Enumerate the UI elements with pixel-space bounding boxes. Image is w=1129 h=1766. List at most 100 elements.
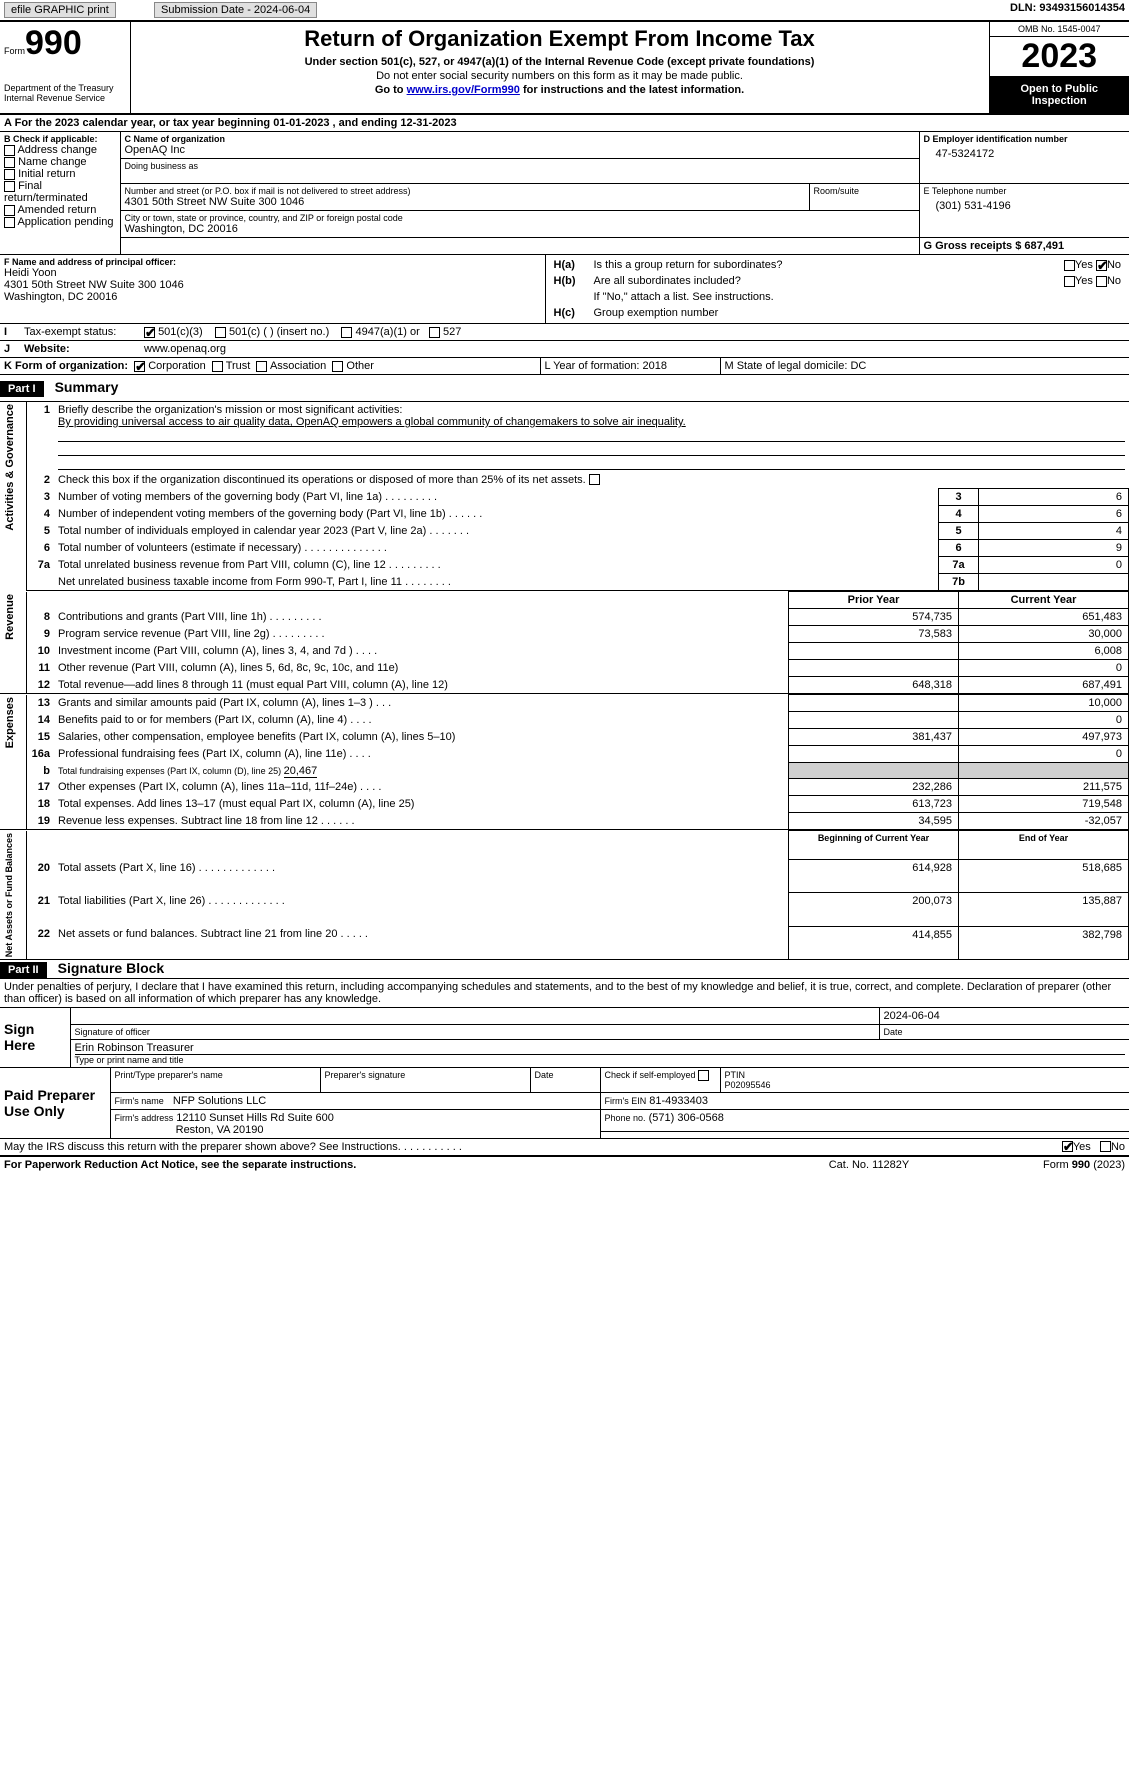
sig-date-label: Date [879,1024,1129,1039]
line20-beg: 614,928 [789,860,959,893]
website-label: Website: [20,341,140,358]
line7b-label: Net unrelated business taxable income fr… [54,574,939,591]
corp-checkbox[interactable] [134,361,145,372]
line21-beg: 200,073 [789,893,959,926]
line18-label: Total expenses. Add lines 13–17 (must eq… [54,796,789,813]
line21-end: 135,887 [959,893,1129,926]
line22-end: 382,798 [959,926,1129,959]
501c3-checkbox[interactable] [144,327,155,338]
line15-label: Salaries, other compensation, employee b… [54,729,789,746]
efile-button[interactable]: efile GRAPHIC print [4,2,116,18]
activities-governance-table: Activities & Governance 1 Briefly descri… [0,401,1129,591]
tax-year: 2023 [990,37,1129,77]
line8-prior: 574,735 [789,609,959,626]
state-domicile: M State of legal domicile: DC [720,358,1129,375]
gross-receipts: G Gross receipts $ 687,491 [924,240,1065,252]
final-return-checkbox[interactable] [4,181,15,192]
expenses-table: Expenses 13Grants and similar amounts pa… [0,694,1129,830]
net-assets-table: Net Assets or Fund Balances Beginning of… [0,830,1129,960]
4947-checkbox[interactable] [341,327,352,338]
line6-label: Total number of volunteers (estimate if … [54,540,939,557]
line8-curr: 651,483 [959,609,1129,626]
firm-name-value: NFP Solutions LLC [173,1095,266,1107]
line13-curr: 10,000 [959,695,1129,712]
identity-block: B Check if applicable: Address change Na… [0,132,1129,254]
app-pending-checkbox[interactable] [4,217,15,228]
discuss-no-checkbox[interactable] [1100,1141,1111,1152]
hb-no-checkbox[interactable] [1096,276,1107,287]
part2-title: Signature Block [50,960,165,976]
trust-checkbox[interactable] [212,361,223,372]
initial-return-checkbox[interactable] [4,169,15,180]
hb-label: Are all subordinates included? [590,273,996,289]
omb-label: OMB No. 1545-0047 [990,22,1129,37]
officer-signature-name: Erin Robinson Treasurer [75,1042,1126,1054]
line19-curr: -32,057 [959,813,1129,830]
status-website-block: I Tax-exempt status: 501(c)(3) 501(c) ( … [0,323,1129,357]
prep-name-label: Print/Type preparer's name [110,1068,320,1093]
501c-checkbox[interactable] [215,327,226,338]
goto-pre: Go to [375,84,407,96]
line3-value: 6 [979,489,1129,506]
line16a-label: Professional fundraising fees (Part IX, … [54,746,789,763]
firm-name-label: Firm's name [115,1096,164,1106]
ptin-label: PTIN [725,1070,746,1080]
form-label: Form [4,46,25,56]
self-employed-checkbox[interactable] [698,1070,709,1081]
ha-yes-checkbox[interactable] [1064,260,1075,271]
ha-label: Is this a group return for subordinates? [590,257,996,273]
open-public-label: Open to Public Inspection [990,77,1129,113]
amended-checkbox[interactable] [4,205,15,216]
officer-street: 4301 50th Street NW Suite 300 1046 [4,279,541,291]
submission-date-button[interactable]: Submission Date - 2024-06-04 [154,2,317,18]
form-number: 990 [25,24,82,62]
dept-label: Department of the Treasury [4,83,126,93]
line16a-prior [789,746,959,763]
other-checkbox[interactable] [332,361,343,372]
app-pending-label: Application pending [17,216,113,228]
assoc-checkbox[interactable] [256,361,267,372]
name-change-checkbox[interactable] [4,157,15,168]
dba-label: Doing business as [125,161,915,171]
form-title: Return of Organization Exempt From Incom… [141,26,979,52]
ein-label: D Employer identification number [924,134,1126,144]
ha-no-label: No [1107,259,1121,271]
firm-ein-value: 81-4933403 [649,1095,708,1107]
line16a-curr: 0 [959,746,1129,763]
irs-link[interactable]: www.irs.gov/Form990 [407,84,520,96]
discuss-yes-label: Yes [1073,1141,1091,1153]
revenue-section-label: Revenue [4,594,16,640]
box-k-label: K Form of organization: [4,360,128,372]
527-checkbox[interactable] [429,327,440,338]
line9-curr: 30,000 [959,626,1129,643]
discuss-yes-checkbox[interactable] [1062,1141,1073,1152]
line19-prior: 34,595 [789,813,959,830]
line6-value: 9 [979,540,1129,557]
hb-yes-label: Yes [1075,275,1093,287]
ha-no-checkbox[interactable] [1096,260,1107,271]
hb-yes-checkbox[interactable] [1064,276,1075,287]
line10-curr: 6,008 [959,643,1129,660]
top-bar: efile GRAPHIC print Submission Date - 20… [0,0,1129,22]
officer-label: F Name and address of principal officer: [4,257,541,267]
line13-prior [789,695,959,712]
501c-label: 501(c) ( ) (insert no.) [229,326,329,338]
line15-curr: 497,973 [959,729,1129,746]
line12-label: Total revenue—add lines 8 through 11 (mu… [54,677,789,694]
assoc-label: Association [270,360,326,372]
addr-change-checkbox[interactable] [4,145,15,156]
year-formation: L Year of formation: 2018 [540,358,720,375]
4947-label: 4947(a)(1) or [356,326,420,338]
officer-group-block: F Name and address of principal officer:… [0,254,1129,323]
room-label: Room/suite [814,186,915,196]
line4-value: 6 [979,506,1129,523]
goto-post: for instructions and the latest informat… [520,84,744,96]
hb-note: If "No," attach a list. See instructions… [590,289,1126,305]
sig-officer-label: Signature of officer [70,1024,879,1039]
firm-addr-label: Firm's address [115,1113,174,1123]
officer-name: Heidi Yoon [4,267,541,279]
line16b-value: 20,467 [284,765,318,778]
line2-checkbox[interactable] [589,474,600,485]
street-label: Number and street (or P.O. box if mail i… [125,186,805,196]
line21-label: Total liabilities (Part X, line 26) . . … [54,893,789,926]
